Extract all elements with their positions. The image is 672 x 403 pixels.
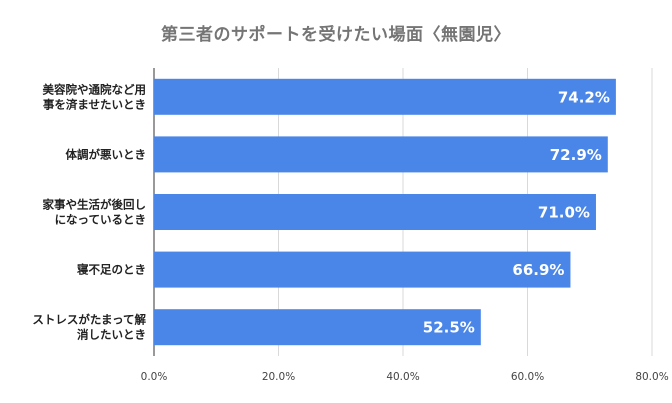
bars: 74.2% 72.9% 71.0% 66.9% 52.5%: [154, 78, 616, 346]
data-label: 74.2%: [558, 88, 610, 106]
category-label: 体調が悪いとき: [66, 147, 147, 161]
x-tick-label: 0.0%: [141, 371, 168, 383]
category-labels: 美容院や通院など用事を済ませたいとき体調が悪いとき家事や生活が後回しになっている…: [32, 82, 146, 341]
x-tick-label: 40.0%: [386, 371, 419, 383]
category-label: 寝不足のとき: [77, 263, 146, 277]
category-label: 家事や生活が後回しになっているとき: [43, 198, 147, 227]
data-label: 52.5%: [423, 319, 475, 337]
category-label: ストレスがたまって解消したいとき: [32, 313, 146, 342]
bar: [154, 194, 596, 230]
chart-title: 第三者のサポートを受けたい場面〈無園児〉: [161, 25, 511, 45]
bar: [154, 309, 481, 346]
bar: [154, 78, 616, 115]
bar: [154, 136, 608, 173]
data-label: 66.9%: [512, 261, 564, 279]
x-tick-label: 80.0%: [635, 371, 668, 383]
data-label: 71.0%: [538, 204, 590, 222]
category-label: 美容院や通院など用事を済ませたいとき: [43, 82, 147, 111]
bar: [154, 251, 571, 288]
x-tick-label: 60.0%: [511, 371, 544, 383]
x-tick-label: 20.0%: [262, 371, 295, 383]
x-tick-labels: 0.0% 20.0% 40.0% 60.0% 80.0%: [141, 371, 669, 383]
data-label: 72.9%: [550, 146, 602, 164]
